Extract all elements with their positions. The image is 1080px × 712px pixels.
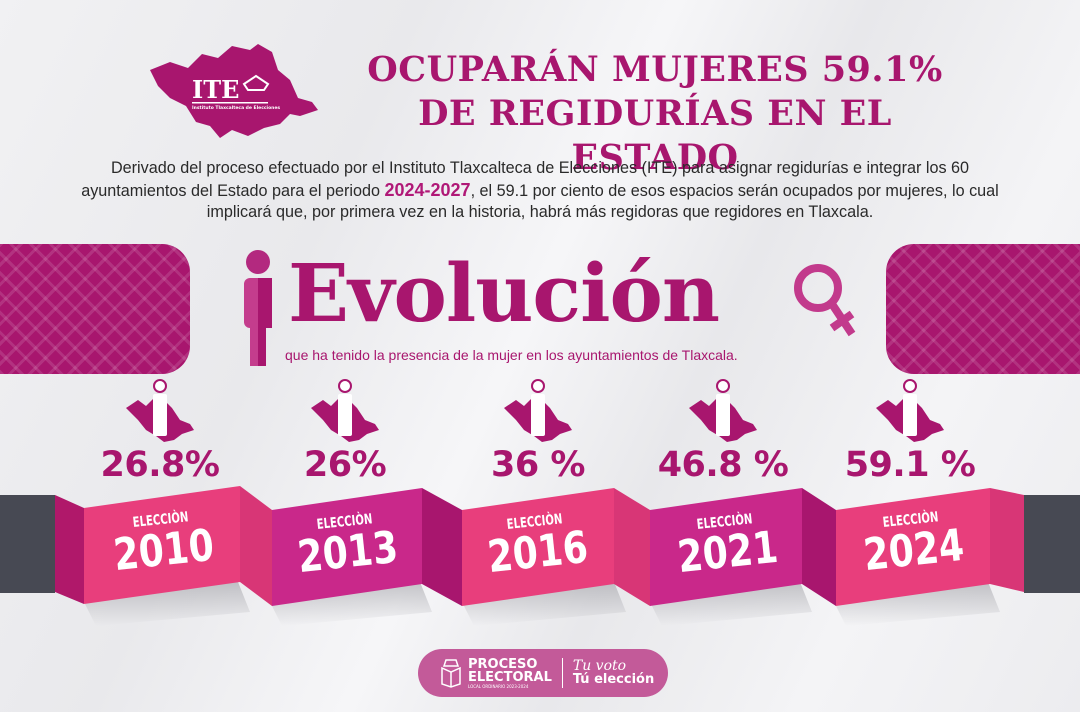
evolution-heading: Evolución — [288, 246, 720, 340]
pattern-band-left — [0, 244, 190, 374]
page-title: OCUPARÁN MUJERES 59.1% DE REGIDURÍAS EN … — [367, 49, 943, 178]
stat-2010: 26.8% — [80, 378, 240, 484]
ribbon-end-right — [1024, 495, 1080, 593]
stat-2013: 26% — [265, 378, 425, 484]
female-symbol-icon — [794, 264, 856, 337]
period-highlight: 2024-2027 — [384, 179, 471, 200]
stat-2021: 46.8 % — [643, 378, 803, 484]
stat-percentage: 36 % — [491, 445, 585, 485]
person-icon — [244, 250, 272, 366]
footer-divider — [561, 658, 563, 688]
ballot-box-icon — [441, 659, 461, 688]
proceso-electoral-text: PROCESO ELECTORAL LOCAL ORDINARIO 2023-2… — [468, 656, 552, 689]
slogan: Tu voto Tú elección — [572, 657, 655, 687]
stat-percentage: 59.1 % — [844, 445, 976, 485]
stat-percentage: 26% — [303, 445, 387, 485]
stat-percentage: 26.8% — [100, 445, 220, 485]
svg-text:Instituto Tlaxcalteca de Elecc: Instituto Tlaxcalteca de Elecciones — [192, 105, 280, 111]
tlaxcala-person-icon — [126, 379, 194, 442]
tlaxcala-person-icon — [689, 379, 757, 442]
stat-2016: 36 % — [458, 378, 618, 484]
svg-text:ITE: ITE — [192, 75, 239, 104]
tlaxcala-person-icon — [876, 379, 944, 442]
description-paragraph: Derivado del proceso efectuado por el In… — [81, 159, 999, 221]
ite-logo: ITE Instituto Tlaxcalteca de Elecciones — [150, 44, 318, 138]
tlaxcala-person-icon — [504, 379, 572, 442]
proceso-electoral-badge: PROCESO ELECTORAL LOCAL ORDINARIO 2023-2… — [418, 649, 668, 697]
election-ribbon — [55, 486, 1024, 626]
pattern-band-right — [886, 244, 1080, 374]
evolution-subtitle: que ha tenido la presencia de la mujer e… — [285, 347, 738, 363]
ribbon-end-left — [0, 495, 55, 593]
stat-percentage: 46.8 % — [657, 445, 789, 485]
stat-2024: 59.1 % — [830, 378, 990, 484]
tlaxcala-person-icon — [311, 379, 379, 442]
